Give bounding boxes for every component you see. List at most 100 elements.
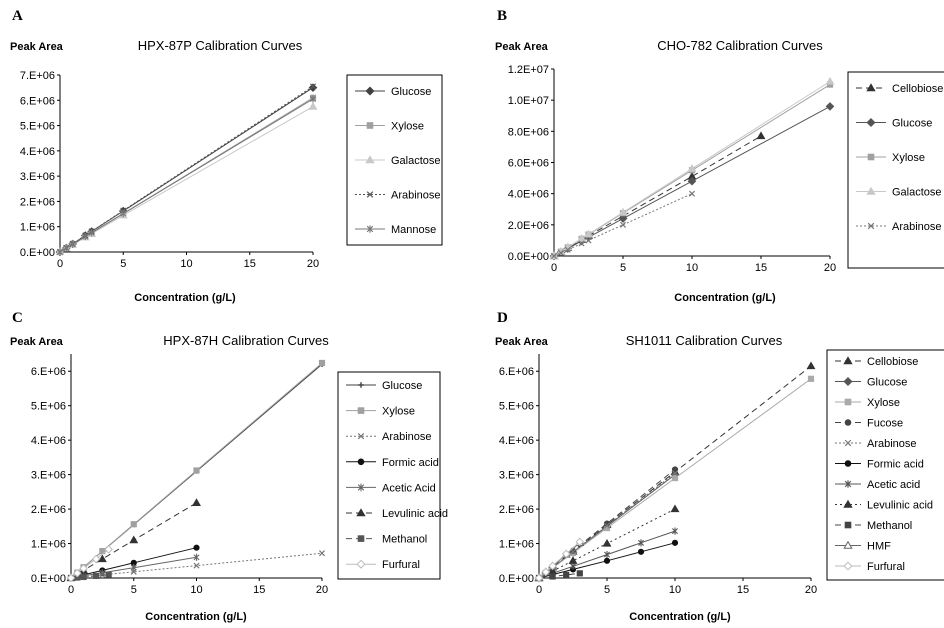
legend-marker xyxy=(844,398,852,406)
data-point xyxy=(72,568,82,578)
y-tick-label: 6.0E+06 xyxy=(508,158,549,170)
y-tick-label: 0.E+00 xyxy=(20,247,55,259)
series-mannose xyxy=(57,95,316,256)
y-tick-label: 2.0E+06 xyxy=(508,220,549,232)
data-point xyxy=(120,209,127,218)
data-point xyxy=(130,564,137,572)
x-tick-label: 0 xyxy=(57,258,63,270)
legend-marker xyxy=(357,407,365,414)
legend-marker xyxy=(866,186,876,195)
y-tick-label: 8.0E+06 xyxy=(508,126,549,138)
series-line xyxy=(70,502,197,579)
legend-label: Fucose xyxy=(867,418,903,430)
x-tick-label: 0 xyxy=(68,584,74,596)
series-line xyxy=(538,572,580,579)
y-tick-label: 2.E+06 xyxy=(20,196,55,208)
series-glucose xyxy=(549,102,835,261)
legend-label: Glucose xyxy=(892,118,932,130)
legend-marker xyxy=(844,439,852,447)
data-point xyxy=(193,544,200,551)
data-point xyxy=(79,564,88,573)
legend-label: Xylose xyxy=(892,152,925,164)
series-line xyxy=(538,469,676,579)
series-glucose xyxy=(55,83,318,257)
legend-box xyxy=(847,71,944,269)
legend-label: Methanol xyxy=(867,520,912,532)
data-point xyxy=(318,359,326,367)
y-tick-label: 6.E+06 xyxy=(31,366,66,378)
y-axis-label-a: Peak Area xyxy=(10,41,64,53)
legend-label: Levulinic acid xyxy=(867,500,933,512)
legend-label: Furfural xyxy=(867,561,905,573)
x-tick-label: 15 xyxy=(244,258,256,270)
data-point xyxy=(577,233,587,242)
data-point xyxy=(66,573,76,583)
data-point xyxy=(568,556,578,564)
legend-marker xyxy=(843,499,853,508)
x-tick-label: 20 xyxy=(316,584,328,596)
plot-area-c: 0.E+00 1.E+06 2.E+06 3.E+06 4.E+06 5.E+06 6.E+… xyxy=(31,354,328,596)
legend-c: Glucose Xylose Arabinose Formic acid Acetic … xyxy=(337,371,448,580)
legend-marker xyxy=(366,122,374,129)
legend-marker xyxy=(357,483,365,492)
legend-label: HMF xyxy=(867,541,891,553)
data-point xyxy=(534,573,544,583)
data-point xyxy=(564,246,571,253)
data-point xyxy=(104,545,113,554)
data-point xyxy=(670,504,680,513)
data-point xyxy=(557,249,564,256)
legend-marker xyxy=(358,382,364,388)
legend-label: Cellobiose xyxy=(867,356,918,368)
y-tick-label: 1.E+06 xyxy=(31,539,66,551)
legend-a: Glucose Xylose Galactose Arabinose Mannose xyxy=(346,74,443,246)
data-point xyxy=(193,562,200,569)
x-tick-label: 5 xyxy=(604,584,610,596)
y-tick-label: 2.E+06 xyxy=(31,504,66,516)
legend-label: Levulinic acid xyxy=(382,508,448,520)
y-tick-label: 0.E+00 xyxy=(499,573,534,585)
panel-letter-a: A xyxy=(12,8,23,24)
data-point xyxy=(671,466,679,473)
legend-marker xyxy=(356,508,366,517)
data-point xyxy=(192,498,201,506)
data-point xyxy=(638,539,644,547)
data-point xyxy=(825,76,835,85)
y-axis-label-c: Peak Area xyxy=(10,336,64,348)
series-line xyxy=(59,85,314,253)
data-point xyxy=(825,102,835,111)
legend-label: Arabinose xyxy=(867,438,917,450)
data-point xyxy=(570,562,576,570)
legend-marker xyxy=(357,458,365,466)
legend-marker xyxy=(867,222,875,230)
data-point xyxy=(82,232,89,241)
legend-label: Methanol xyxy=(382,534,427,546)
panel-a: A Peak Area HPX-87P Calibration Curves C… xyxy=(10,8,443,304)
legend-marker xyxy=(356,559,366,569)
legend-label: Acetic acid xyxy=(867,479,920,491)
y-tick-label: 6.E+06 xyxy=(20,95,55,107)
data-point xyxy=(193,553,200,561)
legend-label: Acetic Acid xyxy=(382,482,436,494)
data-point xyxy=(672,527,678,535)
y-tick-label: 4.E+06 xyxy=(499,435,534,447)
x-tick-label: 5 xyxy=(131,584,137,596)
y-tick-label: 1.E+06 xyxy=(499,539,534,551)
data-point xyxy=(80,573,87,581)
panel-d: D Peak Area SH1011 Calibration Curves Co… xyxy=(495,310,944,623)
y-tick-label: 0.0E+00 xyxy=(508,251,549,263)
legend-marker xyxy=(844,460,852,467)
y-tick-label: 5.E+06 xyxy=(499,401,534,413)
legend-label: Arabinose xyxy=(391,190,441,202)
data-point xyxy=(807,375,815,382)
data-point xyxy=(318,550,326,557)
x-axis-label-c: Concentration (g/L) xyxy=(145,611,247,623)
y-tick-label: 3.E+06 xyxy=(499,470,534,482)
legend-label: Galactose xyxy=(892,187,942,199)
data-point xyxy=(310,95,316,103)
panel-letter-d: D xyxy=(497,310,508,326)
panel-letter-b: B xyxy=(497,8,507,24)
chart-title-c: HPX-87H Calibration Curves xyxy=(163,333,329,348)
data-point xyxy=(618,207,628,216)
legend-marker xyxy=(365,155,375,164)
